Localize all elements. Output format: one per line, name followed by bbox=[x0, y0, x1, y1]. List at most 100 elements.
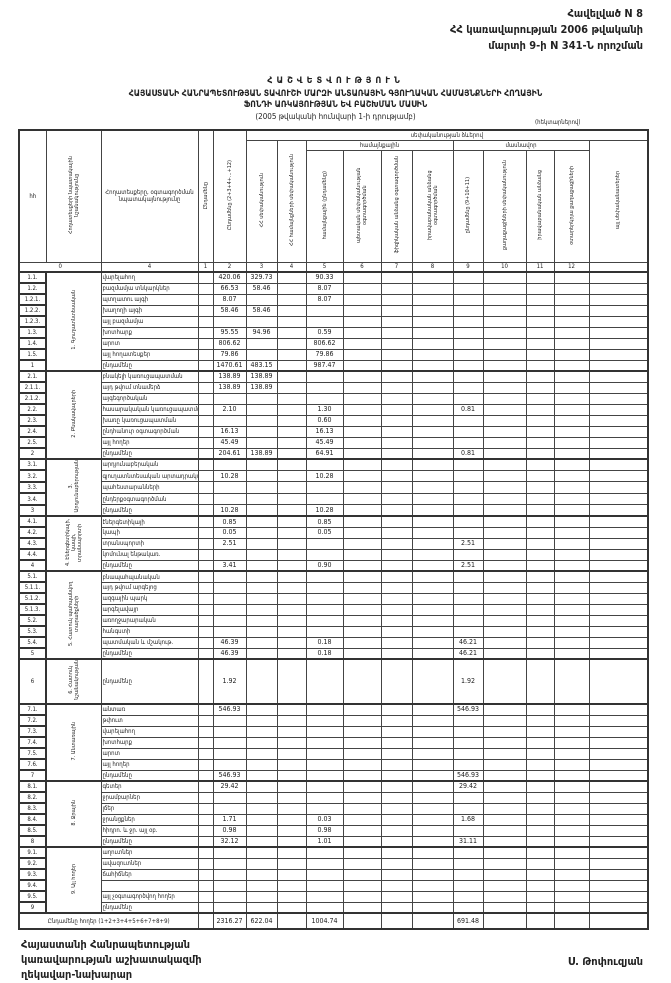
table-row: 3.3. պահեստարանների bbox=[18, 480, 649, 495]
row-value-col-9 bbox=[482, 636, 527, 649]
row-name: խառը կառուցապատման bbox=[100, 414, 199, 427]
row-col-a bbox=[197, 559, 214, 573]
row-value-col-2 bbox=[245, 425, 278, 438]
row-value-col-11 bbox=[553, 370, 590, 383]
row-group-label: 3. Արդյունաբերության bbox=[45, 458, 102, 518]
row-value-col-3 bbox=[276, 846, 307, 859]
row-col-a bbox=[197, 846, 214, 859]
header-num: հհ bbox=[18, 129, 47, 263]
row-value-col-5 bbox=[342, 282, 382, 295]
row-value-col-2 bbox=[245, 780, 278, 793]
row-value-col-5 bbox=[342, 447, 382, 460]
row-group-label: 1. Գյուղատնտեսական bbox=[45, 271, 102, 372]
total-value-col-3 bbox=[276, 912, 307, 931]
row-value-col-5 bbox=[342, 625, 382, 638]
row-value-col-1: 1.71 bbox=[212, 813, 247, 826]
row-value-col-1: 66.53 bbox=[212, 282, 247, 295]
row-value-col-6 bbox=[380, 447, 413, 460]
table-row: 1 ընդամենը 1470.61 483.15 987.47 bbox=[18, 359, 649, 372]
table-row: 3 ընդամենը 10.28 10.28 bbox=[18, 503, 649, 518]
row-value-col-9 bbox=[482, 846, 527, 859]
row-value-col-6 bbox=[380, 857, 413, 870]
row-value-col-9 bbox=[482, 515, 527, 528]
row-value-col-11 bbox=[553, 581, 590, 594]
row-value-col-4 bbox=[305, 537, 344, 550]
row-number: 1.2.3. bbox=[18, 315, 47, 328]
row-value-col-5 bbox=[342, 414, 382, 427]
row-value-col-8 bbox=[452, 381, 484, 394]
row-value-col-7 bbox=[411, 315, 454, 328]
row-value-col-1 bbox=[212, 747, 247, 760]
row-value-col-6 bbox=[380, 458, 413, 472]
row-value-col-10 bbox=[525, 425, 555, 438]
row-value-col-5 bbox=[342, 581, 382, 594]
row-name: բնակելի կառուցապատման bbox=[100, 370, 199, 383]
row-value-col-2 bbox=[245, 901, 278, 915]
row-value-col-1 bbox=[212, 614, 247, 627]
row-value-col-8 bbox=[452, 714, 484, 727]
row-value-col-5 bbox=[342, 326, 382, 339]
table-row: 8.5. հիդրո. և ջր. այլ օբ. 0.98 0.98 bbox=[18, 824, 649, 838]
row-value-col-7 bbox=[411, 370, 454, 383]
row-value-col-5 bbox=[342, 703, 382, 716]
row-value-col-7 bbox=[411, 458, 454, 472]
row-value-col-5 bbox=[342, 725, 382, 738]
header-a: Ընդամենը bbox=[197, 129, 214, 263]
row-number: 5.3. bbox=[18, 625, 47, 639]
row-value-col-3 bbox=[276, 592, 307, 605]
row-value-col-1: 0.05 bbox=[212, 526, 247, 539]
row-value-col-9 bbox=[482, 614, 527, 627]
row-value-col-4 bbox=[305, 747, 344, 760]
column-number: 8 bbox=[411, 261, 454, 273]
row-value-col-3 bbox=[276, 381, 307, 394]
row-group-label: 7. Անտառային bbox=[45, 703, 102, 783]
row-number: 9 bbox=[18, 901, 47, 915]
row-group-label: 5. Հատուկ պահպանվող տարածքների bbox=[45, 570, 102, 661]
row-number: 7.5. bbox=[18, 747, 47, 761]
header-name: Հողատեսքերը, օգտագործման նպատակայնությու… bbox=[100, 129, 199, 263]
row-value-col-2 bbox=[245, 835, 278, 849]
row-name: այդ թվում արգելոց bbox=[100, 581, 199, 594]
row-value-col-1: 2.51 bbox=[212, 537, 247, 550]
row-value-col-10 bbox=[525, 326, 555, 339]
row-value-col-3 bbox=[276, 492, 307, 506]
row-value-col-7 bbox=[411, 481, 454, 494]
appendix-header: Հավելված N 8 ՀՀ կառավարության 2006 թվակա… bbox=[450, 6, 643, 54]
row-value-col-12 bbox=[588, 548, 649, 561]
row-value-col-10 bbox=[525, 537, 555, 550]
row-value-col-4 bbox=[305, 603, 344, 616]
row-number: 5.4. bbox=[18, 636, 47, 650]
row-value-col-12 bbox=[588, 725, 649, 738]
row-value-col-1 bbox=[212, 868, 247, 881]
row-name: լճեր bbox=[100, 802, 199, 815]
column-number: 3 bbox=[245, 261, 278, 273]
row-value-col-2 bbox=[245, 636, 278, 649]
row-col-a bbox=[197, 348, 214, 361]
row-number: 8 bbox=[18, 835, 47, 849]
row-number: 7 bbox=[18, 769, 47, 783]
table-row: 1.4. արոտ 806.62 806.62 bbox=[18, 337, 649, 350]
row-name: հասարակական կառուցապատման bbox=[100, 403, 199, 416]
row-value-col-5 bbox=[342, 758, 382, 771]
row-value-col-4 bbox=[305, 769, 344, 783]
row-value-col-6 bbox=[380, 414, 413, 427]
row-value-col-3 bbox=[276, 414, 307, 427]
row-value-col-1 bbox=[212, 570, 247, 583]
row-value-col-12 bbox=[588, 381, 649, 394]
table-row: 2.5. այլ հողեր 45.49 45.49 bbox=[18, 436, 649, 449]
row-value-col-3 bbox=[276, 714, 307, 727]
row-value-col-5 bbox=[342, 614, 382, 627]
row-value-col-6 bbox=[380, 747, 413, 760]
row-value-col-2 bbox=[245, 625, 278, 638]
row-value-col-11 bbox=[553, 548, 590, 561]
row-value-col-11 bbox=[553, 857, 590, 870]
table-row: 8 ընդամենը 32.12 1.01 31.11 bbox=[18, 835, 649, 849]
row-value-col-11 bbox=[553, 359, 590, 372]
row-value-col-3 bbox=[276, 758, 307, 771]
row-value-col-4: 0.18 bbox=[305, 636, 344, 649]
row-value-col-4 bbox=[305, 592, 344, 605]
row-value-col-5 bbox=[342, 570, 382, 583]
row-value-col-4: 1.01 bbox=[305, 835, 344, 849]
row-value-col-12 bbox=[588, 824, 649, 837]
row-value-col-5 bbox=[342, 526, 382, 539]
